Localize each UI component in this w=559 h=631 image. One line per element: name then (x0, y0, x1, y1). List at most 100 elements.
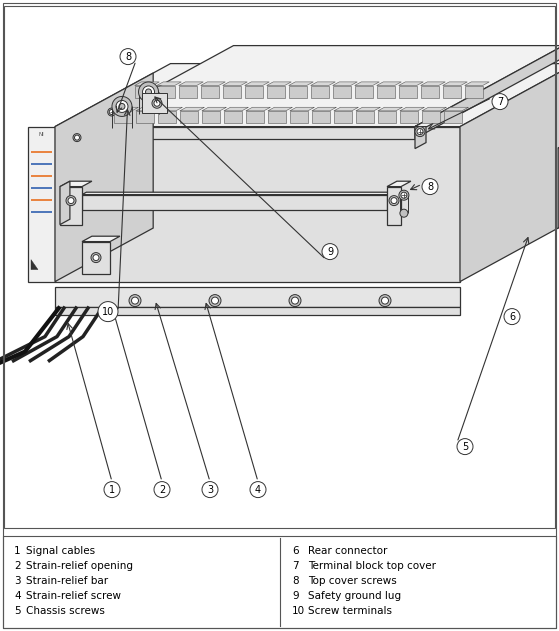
Polygon shape (114, 107, 139, 111)
Polygon shape (465, 82, 489, 86)
Circle shape (391, 198, 397, 204)
Text: 10: 10 (102, 307, 114, 317)
Polygon shape (399, 82, 423, 86)
Polygon shape (136, 107, 160, 111)
Circle shape (211, 297, 219, 304)
Circle shape (104, 481, 120, 498)
Polygon shape (312, 111, 330, 123)
Polygon shape (82, 192, 391, 194)
Polygon shape (311, 86, 329, 98)
Polygon shape (334, 107, 358, 111)
Circle shape (74, 135, 79, 140)
Text: 2: 2 (159, 485, 165, 495)
Polygon shape (179, 86, 197, 98)
Polygon shape (55, 73, 153, 281)
Circle shape (202, 481, 218, 498)
Polygon shape (443, 82, 467, 86)
Polygon shape (422, 107, 447, 111)
Text: 3: 3 (14, 576, 21, 586)
Circle shape (401, 192, 407, 198)
Polygon shape (201, 82, 225, 86)
Circle shape (250, 481, 266, 498)
Text: Rear connector: Rear connector (308, 546, 387, 556)
Text: Top cover screws: Top cover screws (308, 576, 397, 586)
Polygon shape (422, 111, 440, 123)
Polygon shape (460, 64, 559, 281)
Polygon shape (70, 121, 81, 148)
Text: 8: 8 (292, 576, 299, 586)
Polygon shape (558, 136, 559, 148)
Polygon shape (290, 107, 315, 111)
Text: 7: 7 (497, 97, 503, 107)
Polygon shape (246, 111, 264, 123)
Circle shape (417, 129, 423, 134)
Polygon shape (136, 111, 154, 123)
Polygon shape (246, 107, 271, 111)
Polygon shape (268, 111, 286, 123)
Polygon shape (377, 86, 395, 98)
Polygon shape (157, 86, 174, 98)
Circle shape (154, 100, 160, 106)
Polygon shape (70, 127, 85, 148)
Polygon shape (333, 82, 357, 86)
Circle shape (73, 134, 81, 141)
Polygon shape (333, 86, 350, 98)
FancyBboxPatch shape (3, 536, 556, 628)
Polygon shape (55, 64, 559, 127)
Circle shape (289, 295, 301, 307)
Polygon shape (312, 107, 337, 111)
Polygon shape (465, 86, 482, 98)
Polygon shape (224, 107, 248, 111)
Text: 1: 1 (14, 546, 21, 556)
Polygon shape (399, 86, 416, 98)
Polygon shape (377, 82, 401, 86)
Polygon shape (85, 45, 559, 127)
Polygon shape (400, 111, 418, 123)
Text: 4: 4 (14, 591, 21, 601)
Circle shape (399, 190, 409, 200)
Text: 1: 1 (109, 485, 115, 495)
Circle shape (504, 309, 520, 324)
Text: 7: 7 (292, 561, 299, 571)
Text: 9: 9 (292, 591, 299, 601)
Text: Strain-relief opening: Strain-relief opening (26, 561, 133, 571)
Polygon shape (288, 82, 313, 86)
Polygon shape (354, 86, 373, 98)
Text: Strain-relief bar: Strain-relief bar (26, 576, 108, 586)
Circle shape (93, 254, 99, 261)
Text: 5: 5 (462, 442, 468, 452)
Polygon shape (558, 143, 559, 228)
Polygon shape (180, 107, 205, 111)
Circle shape (120, 49, 136, 64)
Polygon shape (267, 82, 291, 86)
Polygon shape (354, 82, 379, 86)
Circle shape (145, 89, 151, 95)
Polygon shape (378, 111, 396, 123)
Circle shape (381, 297, 389, 304)
Text: Chassis screws: Chassis screws (26, 606, 105, 616)
Polygon shape (158, 111, 176, 123)
Polygon shape (157, 82, 181, 86)
Polygon shape (356, 111, 374, 123)
Text: 6: 6 (509, 312, 515, 322)
Polygon shape (245, 82, 269, 86)
Polygon shape (268, 107, 292, 111)
Polygon shape (222, 82, 247, 86)
Polygon shape (31, 259, 38, 269)
Polygon shape (378, 107, 402, 111)
Text: 8: 8 (427, 182, 433, 192)
Circle shape (457, 439, 473, 454)
Text: 3: 3 (207, 485, 213, 495)
Circle shape (291, 297, 299, 304)
Polygon shape (421, 82, 446, 86)
Polygon shape (421, 86, 439, 98)
Polygon shape (288, 86, 307, 98)
Circle shape (400, 209, 408, 217)
Text: Signal cables: Signal cables (26, 546, 95, 556)
Polygon shape (135, 86, 153, 98)
Polygon shape (158, 107, 182, 111)
Polygon shape (85, 127, 415, 139)
Circle shape (154, 481, 170, 498)
Polygon shape (290, 111, 308, 123)
Circle shape (143, 86, 154, 98)
